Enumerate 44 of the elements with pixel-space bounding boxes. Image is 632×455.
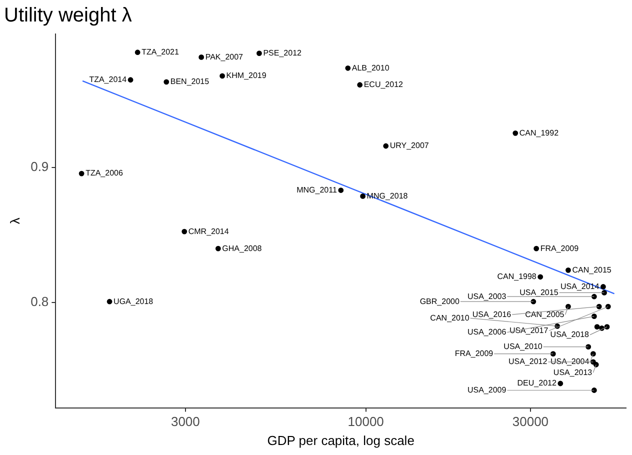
annotation: USA_2018 bbox=[550, 330, 590, 340]
annotation: CAN_2005 bbox=[525, 310, 565, 319]
x-axis-title: GDP per capita, log scale bbox=[267, 432, 414, 448]
annotation: USA_2012 bbox=[508, 357, 548, 366]
annotation: GBR_2000 bbox=[420, 296, 460, 306]
annotation: ALB_2010 bbox=[352, 63, 390, 72]
annotation: USA_2004 bbox=[550, 357, 590, 366]
annotation: MNG_2018 bbox=[366, 191, 408, 200]
annotation: USA_2015 bbox=[520, 288, 559, 297]
annotation: ECU_2012 bbox=[364, 80, 404, 90]
annotation: PAK_2007 bbox=[205, 52, 244, 62]
annotation: KHM_2019 bbox=[226, 71, 267, 80]
annotation: USA_2010 bbox=[504, 342, 543, 352]
annotation: CAN_1998 bbox=[497, 272, 537, 282]
annotation: USA_2017 bbox=[509, 326, 549, 335]
annotation: CAN_2015 bbox=[572, 265, 612, 274]
annotation: USA_2009 bbox=[467, 385, 507, 394]
annotation: USA_2003 bbox=[467, 292, 507, 301]
annotation: CAN_2010 bbox=[430, 313, 470, 322]
annotation: URY_2007 bbox=[390, 141, 430, 150]
annotation: USA_2016 bbox=[472, 310, 512, 319]
annotation: UGA_2018 bbox=[114, 296, 154, 306]
annotation: TZA_2014 bbox=[89, 75, 128, 84]
annotation: MNG_2011 bbox=[296, 185, 338, 194]
chart-title: Utility weight λ bbox=[4, 4, 132, 27]
annotation: CMR_2014 bbox=[188, 226, 230, 236]
annotation: USA_2014 bbox=[560, 282, 600, 291]
annotation: TZA_2021 bbox=[142, 48, 180, 57]
annotation: DEU_2012 bbox=[517, 378, 557, 388]
annotation: PSE_2012 bbox=[263, 48, 302, 58]
y-tick-label: 0.9 bbox=[30, 159, 49, 174]
annotation: USA_2013 bbox=[553, 368, 593, 377]
x-tick-label: 30000 bbox=[512, 414, 549, 430]
annotation: USA_2006 bbox=[467, 328, 507, 337]
annotation: CAN_1992 bbox=[519, 128, 560, 138]
y-tick-label: 0.8 bbox=[30, 294, 49, 310]
annotation: FRA_2009 bbox=[454, 349, 494, 358]
annotation: GHA_2008 bbox=[222, 244, 262, 253]
y-axis-title: λ bbox=[7, 217, 22, 224]
annotation: BEN_2015 bbox=[170, 77, 210, 86]
x-tick-label: 10000 bbox=[348, 414, 384, 430]
annotation: TZA_2006 bbox=[86, 168, 124, 178]
annotation: FRA_2009 bbox=[540, 244, 580, 253]
x-tick-label: 3000 bbox=[170, 414, 200, 430]
